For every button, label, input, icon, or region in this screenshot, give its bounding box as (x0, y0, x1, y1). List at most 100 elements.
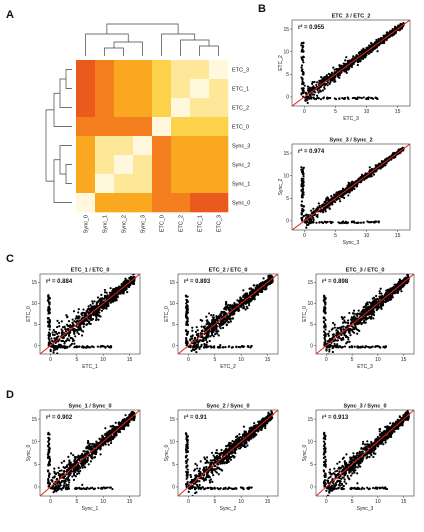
data-point (316, 96, 319, 99)
data-point (92, 305, 95, 308)
heatmap-cell (171, 79, 191, 99)
data-point (317, 91, 320, 94)
data-point (355, 185, 358, 188)
data-point (185, 320, 188, 324)
data-point (332, 66, 335, 69)
data-point (185, 333, 188, 336)
data-point (48, 301, 51, 304)
data-point (320, 204, 324, 208)
data-point (334, 75, 337, 78)
data-point (96, 311, 99, 314)
data-point (362, 47, 365, 50)
data-point (235, 346, 238, 349)
data-point (349, 334, 352, 337)
data-point (86, 310, 89, 314)
data-point (368, 44, 371, 47)
data-point (323, 200, 326, 204)
data-point (324, 210, 327, 213)
x-axis-label: ETC_2 (220, 364, 236, 370)
x-tick-label: 15 (127, 357, 133, 363)
data-point (205, 323, 208, 326)
data-point (301, 216, 304, 219)
data-point (374, 300, 377, 303)
data-point (87, 307, 90, 310)
data-point (242, 306, 246, 310)
data-point (307, 87, 310, 90)
data-point (50, 337, 53, 340)
data-point (391, 27, 394, 31)
data-point (333, 200, 336, 203)
x-tick-label: 10 (364, 109, 370, 115)
data-point (302, 42, 305, 45)
data-point (238, 301, 241, 304)
data-point (400, 290, 403, 293)
data-point (190, 356, 192, 358)
data-point (57, 321, 61, 325)
data-point (323, 305, 326, 308)
data-point (331, 350, 334, 354)
data-point (59, 345, 62, 348)
data-point (375, 220, 378, 223)
data-point (244, 308, 247, 311)
data-point (234, 303, 237, 306)
data-point (354, 322, 358, 325)
data-point (323, 294, 326, 297)
data-point (361, 345, 364, 348)
data-point (195, 326, 198, 329)
data-point (60, 328, 63, 331)
data-point (114, 289, 117, 292)
y-tick-label: 5 (34, 322, 37, 328)
data-point (312, 218, 315, 221)
data-point (301, 48, 304, 51)
data-point (332, 321, 335, 325)
data-point (336, 193, 339, 196)
x-tick-label: 15 (395, 109, 401, 115)
data-point (132, 282, 136, 286)
data-point (93, 307, 96, 310)
data-point (363, 346, 367, 349)
data-point (306, 101, 309, 104)
data-point (87, 317, 90, 320)
data-point (368, 301, 371, 304)
data-point (369, 175, 372, 178)
data-point (340, 70, 343, 74)
data-point (86, 319, 89, 323)
data-point (347, 338, 350, 341)
data-point (391, 287, 394, 290)
data-point (211, 316, 215, 319)
data-point (330, 71, 334, 74)
heatmap-cell (190, 155, 210, 175)
fit-line (292, 20, 410, 106)
data-point (228, 309, 231, 312)
data-point (364, 49, 367, 52)
data-point (114, 421, 117, 424)
data-point (191, 335, 194, 338)
data-point (261, 289, 264, 293)
data-point (210, 330, 213, 334)
data-point (344, 59, 347, 62)
data-point (185, 338, 188, 341)
data-point (186, 330, 190, 333)
heatmap-cell (133, 193, 153, 213)
data-point (356, 345, 359, 348)
data-point (104, 302, 107, 305)
data-point (325, 348, 328, 351)
data-point (186, 295, 189, 298)
data-point (348, 59, 351, 62)
data-point (199, 318, 202, 322)
dendrogram-branch (104, 47, 124, 56)
data-point (185, 312, 188, 315)
data-point (267, 275, 270, 279)
data-point (372, 308, 375, 312)
heatmap-cell (76, 60, 96, 80)
data-point (323, 83, 327, 87)
data-point (106, 295, 109, 298)
heatmap-cell (76, 174, 96, 194)
data-point (334, 194, 337, 197)
data-point (308, 86, 311, 89)
data-point (196, 340, 199, 343)
data-point (320, 209, 323, 212)
data-point (370, 305, 373, 309)
